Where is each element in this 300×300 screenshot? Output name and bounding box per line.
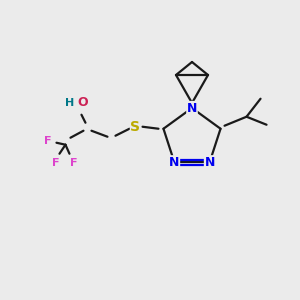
Text: H: H	[65, 98, 74, 108]
Text: N: N	[187, 101, 197, 115]
Text: F: F	[70, 158, 77, 168]
Text: N: N	[204, 156, 215, 169]
Text: S: S	[130, 120, 140, 134]
Text: N: N	[169, 156, 180, 169]
Text: F: F	[44, 136, 51, 146]
Text: F: F	[52, 158, 59, 168]
Text: O: O	[77, 96, 88, 109]
